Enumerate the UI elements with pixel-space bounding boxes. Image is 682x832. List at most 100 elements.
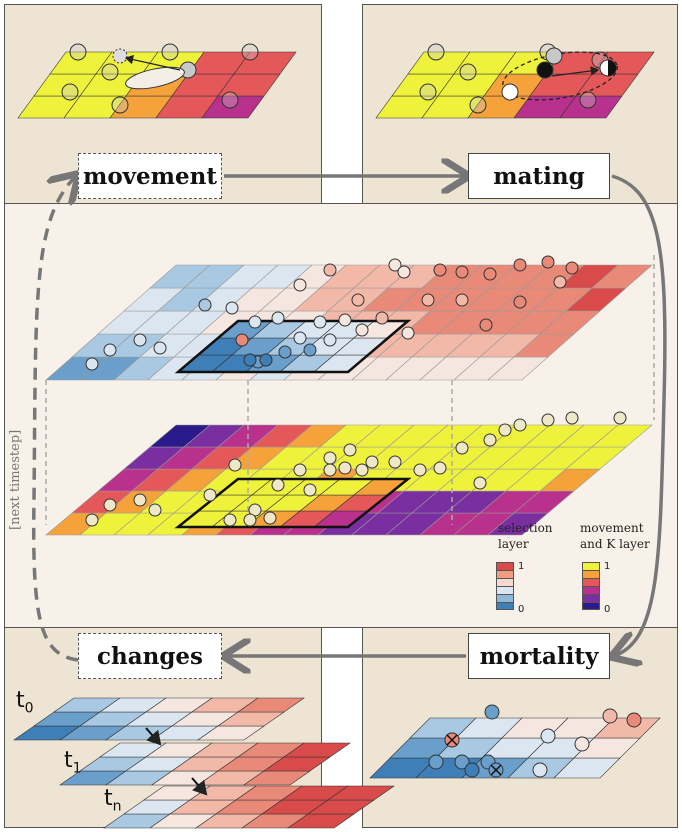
selection-individual — [388, 258, 402, 272]
legend-swatch — [496, 586, 514, 594]
legend-swatch — [582, 602, 600, 610]
mortality-individual — [532, 762, 548, 778]
movement-legend-min: 0 — [604, 604, 611, 615]
selection-individual — [433, 263, 447, 277]
movement-layer-individual — [223, 513, 237, 527]
selection-legend-line2: layer — [498, 537, 529, 552]
selection-legend-swatches — [496, 562, 514, 610]
selection-individual — [338, 313, 352, 327]
offspring-half — [608, 60, 616, 76]
movement-layer-individual — [473, 476, 487, 490]
mating-arrow — [551, 66, 600, 77]
movement-layer-individual — [483, 433, 497, 447]
faded-individual — [427, 43, 445, 61]
movement-layer-individual — [388, 455, 402, 469]
selection-individual — [455, 265, 469, 279]
death-mark — [490, 764, 502, 776]
movement-layer-individual — [355, 463, 369, 477]
selection-individual — [103, 343, 117, 357]
selection-individual — [313, 315, 327, 329]
faded-individual — [111, 96, 129, 114]
mortality-individual — [626, 712, 642, 728]
t0-sub: 0 — [24, 700, 34, 717]
movement-layer-individual — [323, 463, 337, 477]
selection-individual — [479, 318, 493, 332]
selection-individual — [323, 263, 337, 277]
tn-grid-cell — [327, 785, 395, 801]
legend-swatch — [496, 570, 514, 578]
movement-legend-line2: and K layer — [580, 537, 650, 552]
shift-arrow — [191, 777, 208, 796]
movement-layer-individual — [243, 513, 257, 527]
mortality-individual — [602, 708, 618, 724]
movement-layer-individual — [133, 493, 147, 507]
legend-swatch — [582, 594, 600, 602]
selection-individual — [153, 341, 167, 355]
selection-individual — [133, 333, 147, 347]
faded-individual — [241, 43, 259, 61]
selection-individual — [351, 293, 365, 307]
selection-individual — [401, 326, 415, 340]
selection-individual — [85, 357, 99, 371]
movement-layer-individual — [203, 488, 217, 502]
faded-individual — [469, 96, 487, 114]
selection-individual — [303, 343, 317, 357]
faded-individual — [61, 83, 79, 101]
movement-layer-individual — [413, 463, 427, 477]
changes-to-movement-arrow — [31, 176, 78, 662]
changes-label: changes — [78, 633, 222, 679]
legend-swatch — [582, 586, 600, 594]
selection-individual — [278, 345, 292, 359]
t0-letter: t — [16, 688, 25, 713]
legend-swatch — [496, 594, 514, 602]
movement-layer-individual — [85, 513, 99, 527]
movement-layer-individual — [338, 461, 352, 475]
movement-layer-individual — [498, 423, 512, 437]
selection-individual — [198, 298, 212, 312]
mating-label: mating — [468, 153, 610, 199]
movement-layer-individual — [365, 455, 379, 469]
faded-individual — [579, 91, 597, 109]
selection-individual — [421, 293, 435, 307]
selection-individual — [553, 275, 567, 289]
legend-swatch — [496, 562, 514, 570]
mortality-individual — [464, 762, 480, 778]
selection-individual — [513, 258, 527, 272]
movement-grid-cell — [233, 51, 297, 75]
selection-legend-max: 1 — [518, 561, 525, 572]
movement-legend-line1: movement — [580, 521, 644, 535]
movement-layer-individual — [565, 411, 579, 425]
selection-individual — [271, 311, 285, 325]
selection-individual — [565, 261, 579, 275]
movement-layer-individual — [541, 413, 555, 427]
movement-layer-individual — [323, 451, 337, 465]
movement-layer-individual — [103, 498, 117, 512]
movement-layer-individual — [293, 463, 307, 477]
movement-layer-individual — [271, 478, 285, 492]
mating-to-mortality-arrow — [612, 174, 667, 656]
individual-dot — [501, 83, 519, 101]
faded-individual — [69, 43, 87, 61]
mortality-individual — [454, 754, 470, 770]
selection-individual — [293, 331, 307, 345]
individual-dot — [545, 47, 563, 65]
t1-sub: 1 — [72, 760, 82, 777]
selection-individual — [225, 301, 239, 315]
selection-layer-cell — [591, 264, 653, 289]
mortality-individual — [428, 754, 444, 770]
faded-individual — [161, 43, 179, 61]
mortality-individual — [574, 736, 590, 752]
legend-swatch — [582, 562, 600, 570]
selection-individual — [541, 255, 555, 269]
shift-arrow — [145, 727, 162, 746]
t1-letter: t — [64, 748, 73, 773]
movement-layer-individual — [343, 443, 357, 457]
tn-letter: t — [104, 786, 113, 811]
movement-layer-individual — [303, 483, 317, 497]
movement-kernel — [125, 66, 185, 90]
t0-grid-cell — [237, 697, 305, 713]
selection-individual — [397, 265, 411, 279]
selection-individual — [248, 315, 262, 329]
selection-individual — [375, 311, 389, 325]
movement-layer-individual — [613, 411, 627, 425]
